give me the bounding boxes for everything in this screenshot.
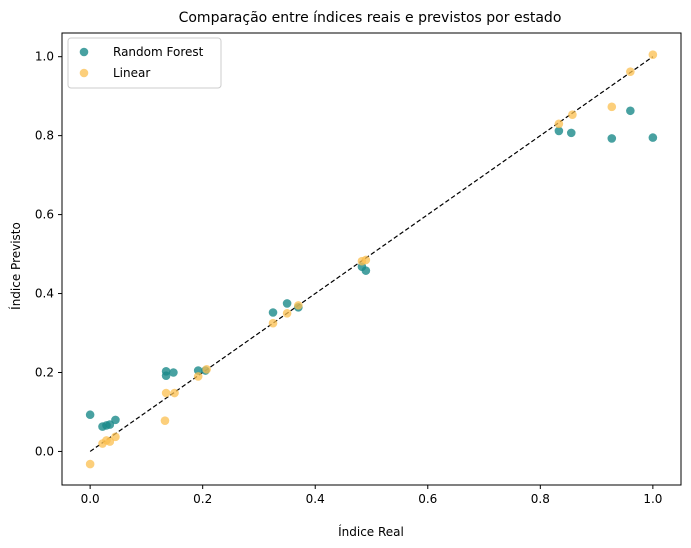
data-point bbox=[607, 134, 617, 143]
data-point bbox=[161, 388, 171, 398]
series-linear bbox=[85, 50, 658, 469]
data-point bbox=[105, 420, 115, 429]
data-point bbox=[361, 255, 371, 265]
data-point bbox=[268, 318, 278, 328]
data-point bbox=[566, 128, 576, 138]
data-point bbox=[568, 110, 577, 120]
data-point bbox=[170, 388, 179, 398]
y-tick-label: 0.4 bbox=[35, 287, 54, 301]
data-point bbox=[85, 410, 95, 420]
x-tick-label: 0.2 bbox=[193, 492, 212, 506]
chart-title: Comparação entre índices reais e previst… bbox=[179, 10, 562, 26]
y-axis-label: Índice Previsto bbox=[8, 222, 23, 310]
y-tick-label: 0.0 bbox=[35, 444, 54, 458]
y-tick-label: 0.2 bbox=[35, 365, 54, 379]
y-tick-label: 0.8 bbox=[35, 129, 54, 143]
plot-area bbox=[61, 32, 682, 486]
data-point bbox=[554, 119, 564, 129]
legend-marker bbox=[79, 47, 89, 57]
data-point bbox=[268, 308, 278, 317]
data-point bbox=[169, 368, 178, 377]
x-tick-label: 0.4 bbox=[306, 492, 325, 506]
data-point bbox=[111, 432, 120, 442]
series-random-forest bbox=[85, 106, 658, 431]
legend-box bbox=[67, 37, 222, 89]
data-point bbox=[626, 106, 635, 116]
data-point bbox=[282, 299, 292, 308]
plot-frame bbox=[61, 32, 682, 486]
y-tick-label: 1.0 bbox=[35, 50, 54, 64]
data-point bbox=[626, 67, 635, 76]
data-point bbox=[193, 366, 203, 375]
legend-label: Random Forest bbox=[113, 45, 204, 59]
data-point bbox=[161, 367, 171, 376]
legend: Random Forest Linear bbox=[67, 37, 222, 89]
data-point bbox=[554, 126, 564, 136]
data-point bbox=[607, 102, 617, 112]
reference-line bbox=[89, 56, 654, 452]
legend-marker bbox=[79, 68, 89, 78]
axis-ticks: 0.0 0.2 0.4 0.6 0.8 1.0 0.0 0.2 0.4 0.6 0.8 1.0 bbox=[35, 50, 663, 506]
x-tick-label: 0.0 bbox=[81, 492, 100, 506]
x-tick-label: 0.6 bbox=[418, 492, 437, 506]
y-tick-label: 0.6 bbox=[35, 208, 54, 222]
data-point bbox=[648, 133, 658, 142]
data-point bbox=[85, 459, 95, 469]
x-tick-label: 1.0 bbox=[643, 492, 662, 506]
data-point bbox=[648, 50, 658, 60]
x-axis-label: Índice Real bbox=[338, 524, 404, 539]
legend-label: Linear bbox=[113, 66, 150, 80]
data-point bbox=[111, 415, 120, 425]
data-point bbox=[202, 365, 211, 374]
data-point bbox=[105, 437, 115, 446]
x-tick-label: 0.8 bbox=[531, 492, 550, 506]
data-point bbox=[193, 372, 203, 381]
data-point bbox=[361, 266, 371, 275]
data-point bbox=[294, 301, 303, 310]
data-point bbox=[282, 308, 292, 318]
data-point bbox=[160, 416, 170, 425]
